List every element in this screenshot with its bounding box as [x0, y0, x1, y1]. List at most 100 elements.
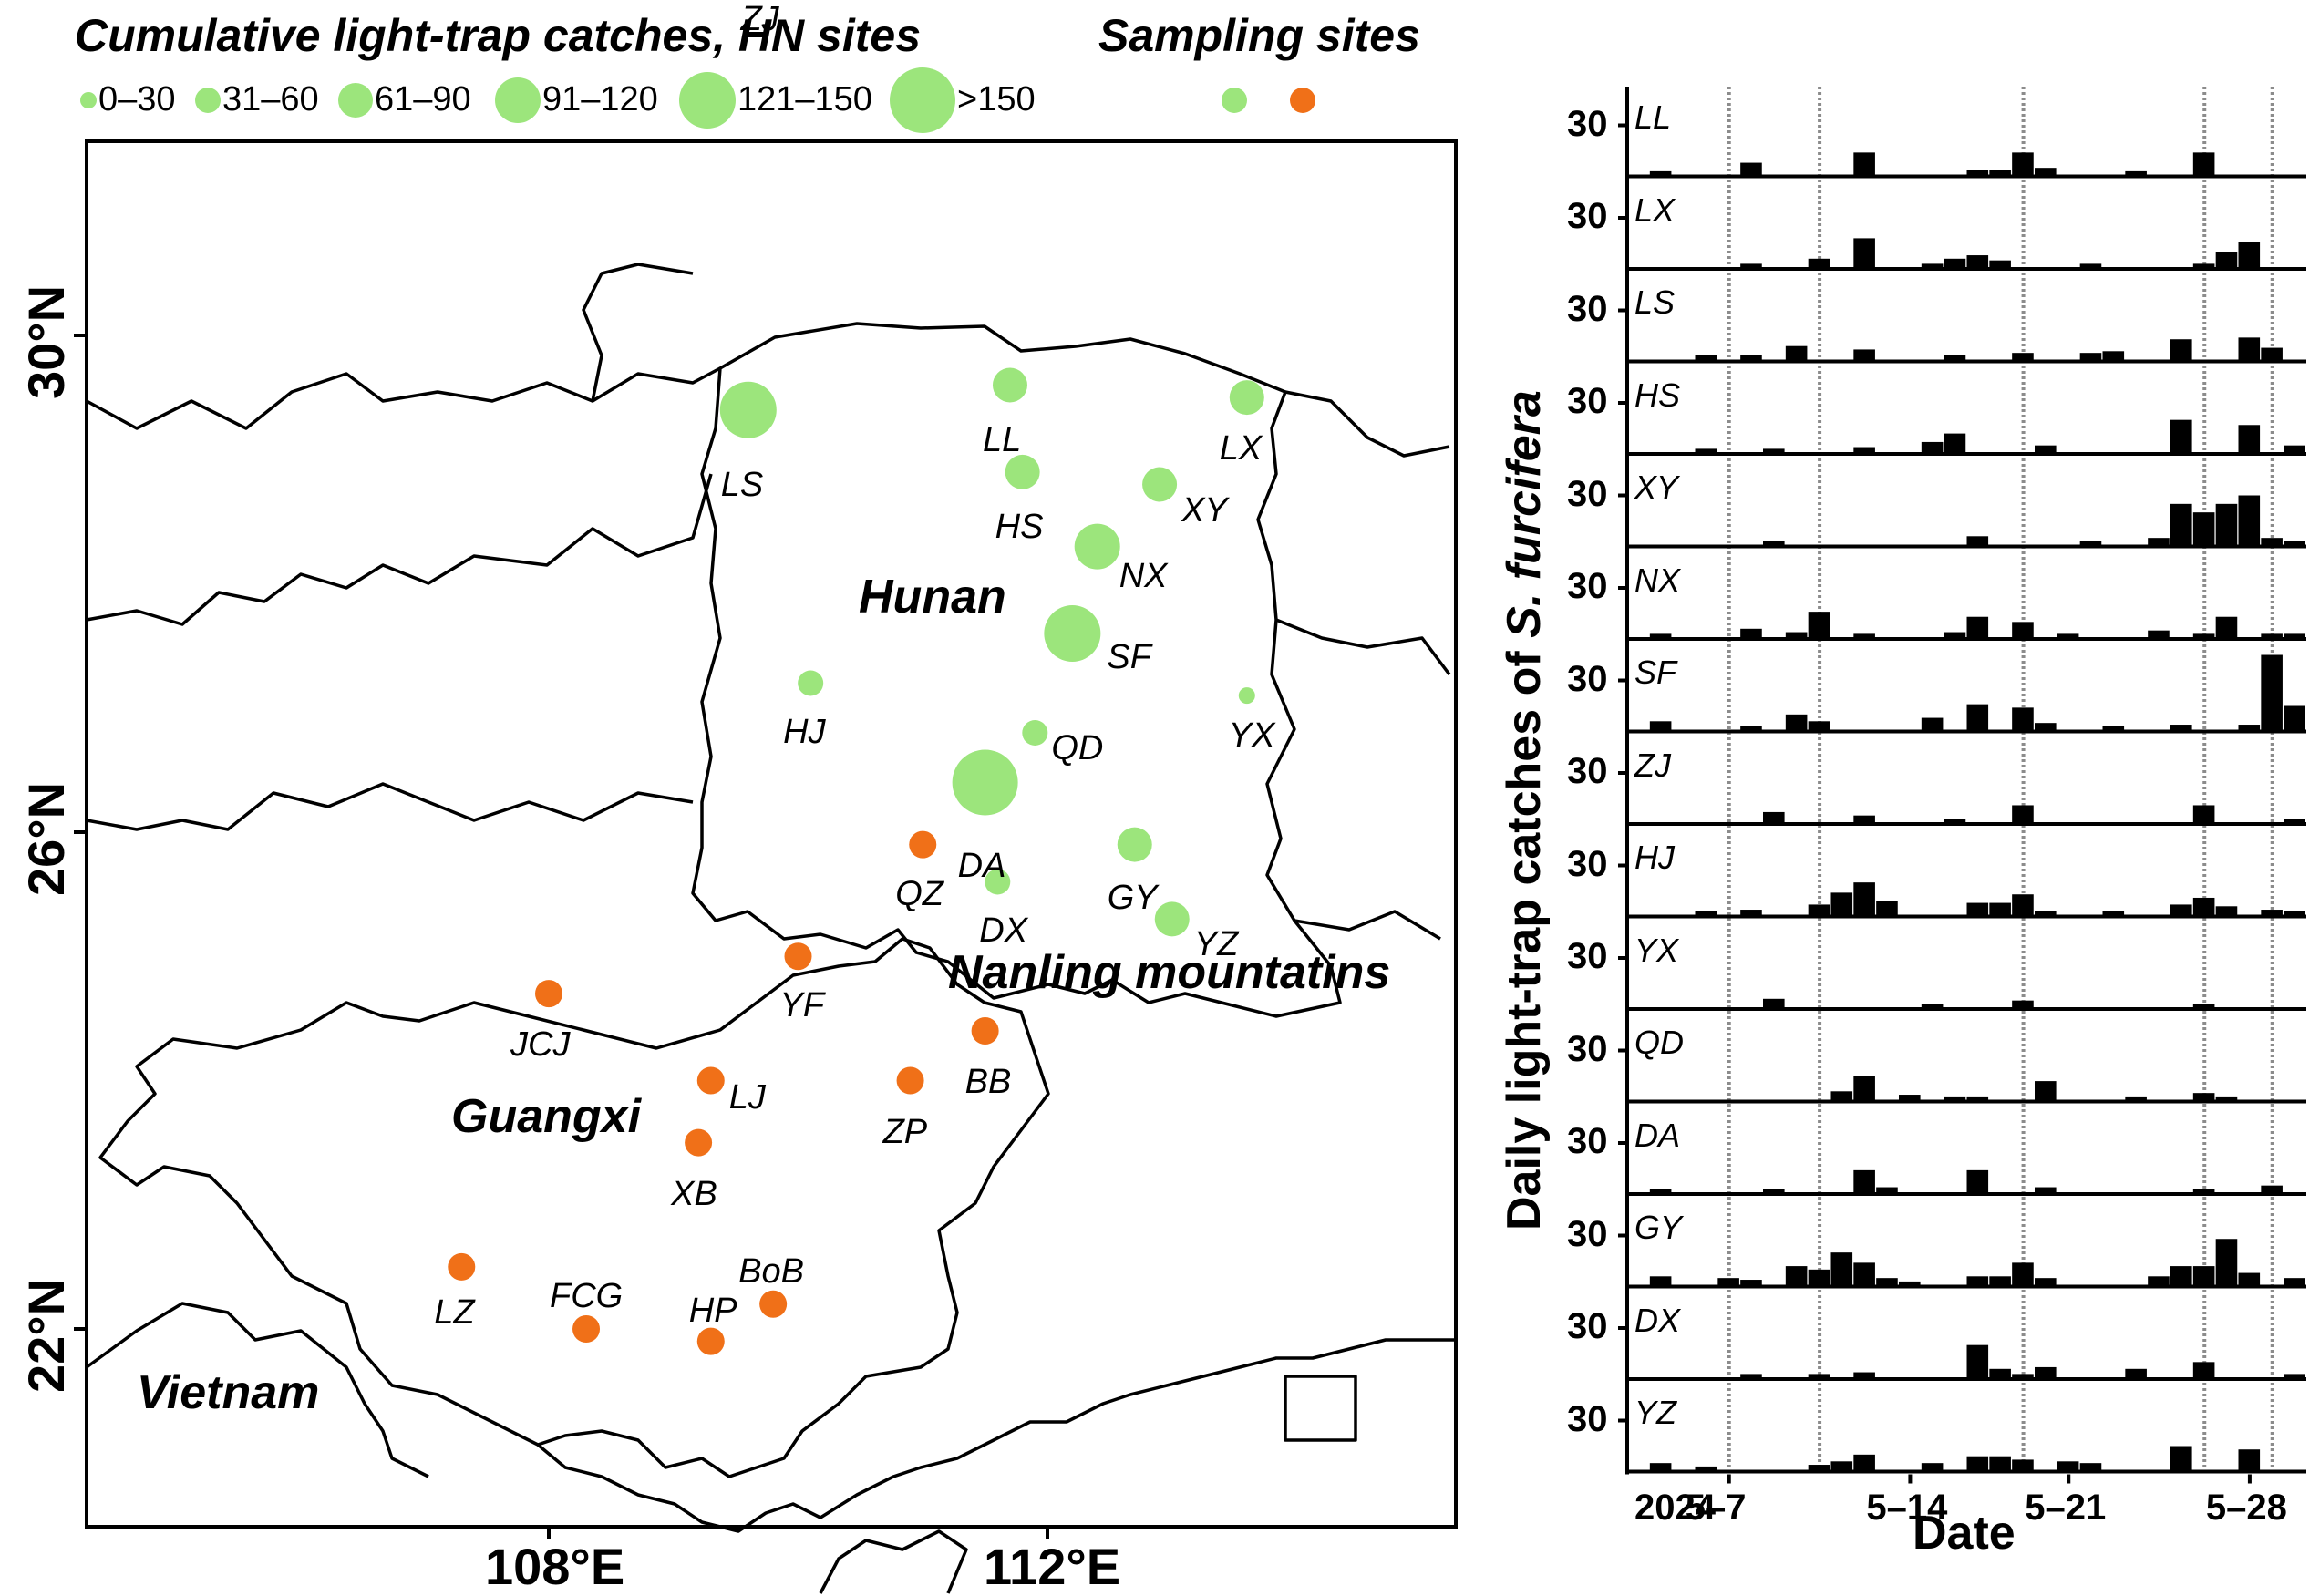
- bar-sf-5-15: [1921, 717, 1944, 732]
- bar-hs-5-5: [1695, 448, 1717, 454]
- bar-sf-5-10: [1808, 721, 1830, 732]
- bar-sf-5-9: [1785, 714, 1808, 732]
- bar-ls-5-19: [2012, 353, 2034, 362]
- site-marker-bob[interactable]: [759, 1290, 788, 1318]
- date-tick-label: 5–7: [1685, 1487, 1747, 1528]
- panel-ytick-label: 30: [1567, 381, 1608, 421]
- panel-ytick-label: 30: [1567, 1213, 1608, 1254]
- site-label-zj: ZJ: [740, 0, 779, 38]
- site-label-ll: LL: [982, 420, 1022, 459]
- region-label-vietnam: Vietnam: [137, 1366, 320, 1419]
- bar-sf-5-3: [1649, 721, 1672, 732]
- panel-ytick-label: 30: [1567, 751, 1608, 791]
- bar-yz-5-17: [1966, 1456, 1989, 1472]
- bar-lx-5-22: [2079, 263, 2102, 269]
- site-marker-qd[interactable]: [1022, 720, 1048, 746]
- site-label-yf: YF: [779, 986, 825, 1025]
- bar-xy-5-25: [2148, 538, 2170, 547]
- north-boundary: [86, 263, 721, 430]
- site-marker-gy[interactable]: [1117, 827, 1152, 862]
- bar-dx-5-24: [2125, 1368, 2147, 1379]
- site-marker-qz[interactable]: [909, 830, 937, 859]
- bar-gy-5-9: [1785, 1266, 1808, 1287]
- bar-sf-5-23: [2102, 726, 2125, 732]
- panel-ytick-label: 30: [1567, 1028, 1608, 1069]
- bar-dx-5-31: [2284, 1374, 2305, 1379]
- bar-qd-5-24: [2125, 1096, 2147, 1102]
- bar-hs-5-12: [1853, 447, 1875, 454]
- site-marker-nx[interactable]: [1074, 523, 1120, 570]
- panel-ytick-label: 30: [1567, 936, 1608, 976]
- legend-size-symbol: [495, 77, 541, 123]
- site-marker-yf[interactable]: [784, 942, 812, 971]
- panel-ytick-label: 30: [1567, 843, 1608, 884]
- site-marker-jcj[interactable]: [535, 980, 562, 1008]
- bar-nx-5-31: [2284, 633, 2305, 639]
- site-marker-sf[interactable]: [1044, 605, 1101, 662]
- site-marker-lx[interactable]: [1229, 380, 1264, 416]
- site-marker-xb[interactable]: [685, 1128, 713, 1157]
- panel-label-hj: HJ: [1634, 839, 1675, 876]
- bar-nx-5-21: [2057, 633, 2079, 639]
- site-marker-yz[interactable]: [1154, 901, 1190, 937]
- site-marker-lz[interactable]: [448, 1252, 476, 1281]
- bar-hj-5-13: [1876, 901, 1898, 917]
- site-marker-da[interactable]: [952, 749, 1018, 816]
- chart-xlabel: Date: [1913, 1507, 2016, 1560]
- bar-zj-5-12: [1853, 815, 1875, 824]
- bar-lx-5-16: [1944, 258, 1966, 269]
- panel-yx: [1618, 956, 2306, 1011]
- site-label-yz: YZ: [1193, 925, 1239, 964]
- site-marker-hj[interactable]: [798, 670, 824, 696]
- bar-yz-5-19: [2012, 1459, 2034, 1472]
- panel-ytick-label: 30: [1567, 566, 1608, 606]
- bar-lx-5-28: [2215, 252, 2238, 269]
- site-marker-yx[interactable]: [1238, 687, 1255, 705]
- bar-gy-5-11: [1830, 1252, 1853, 1287]
- bar-da-5-27: [2192, 1189, 2215, 1194]
- legend-gx-site-symbol: [1290, 88, 1315, 113]
- bar-gy-5-26: [2170, 1266, 2192, 1287]
- bar-sf-5-31: [2284, 705, 2305, 732]
- panel-label-hs: HS: [1634, 376, 1681, 414]
- legend-size-label: 91–120: [542, 80, 658, 118]
- site-marker-ls[interactable]: [719, 381, 777, 438]
- panel-ytick-label: 30: [1567, 1306, 1608, 1346]
- bar-ll-5-18: [1989, 170, 2011, 177]
- panel-da: [1618, 1141, 2306, 1196]
- bar-yz-5-10: [1808, 1465, 1830, 1472]
- bar-qd-5-14: [1899, 1095, 1921, 1102]
- site-marker-lj[interactable]: [696, 1066, 725, 1095]
- site-label-xb: XB: [671, 1174, 717, 1213]
- site-label-sf: SF: [1107, 638, 1151, 676]
- site-marker-bb[interactable]: [971, 1017, 999, 1045]
- bar-hj-5-18: [1989, 902, 2011, 917]
- panel-ytick-label: 30: [1567, 658, 1608, 699]
- site-marker-ll[interactable]: [992, 367, 1027, 403]
- site-marker-dx[interactable]: [985, 869, 1011, 895]
- region-label-nanling: Nanling mountatins: [948, 946, 1391, 999]
- bar-ll-5-19: [2012, 152, 2034, 177]
- bar-ls-5-26: [2170, 339, 2192, 362]
- site-label-yx: YX: [1228, 716, 1275, 756]
- panel-ytick-label: 30: [1567, 1121, 1608, 1161]
- bar-ll-5-17: [1966, 170, 1989, 177]
- bar-nx-5-27: [2192, 633, 2215, 639]
- bar-xy-5-27: [2192, 512, 2215, 547]
- site-label-hj: HJ: [783, 712, 826, 751]
- site-label-lx: LX: [1219, 429, 1263, 469]
- site-marker-fcg[interactable]: [572, 1315, 601, 1343]
- bar-hj-5-11: [1830, 892, 1853, 917]
- site-marker-hp[interactable]: [696, 1327, 725, 1355]
- bar-hs-5-15: [1921, 441, 1944, 454]
- site-marker-xy[interactable]: [1142, 467, 1178, 502]
- bar-xy-5-30: [2261, 538, 2283, 547]
- site-label-ls: LS: [720, 465, 764, 504]
- bar-xy-5-22: [2079, 541, 2102, 547]
- legend-hn-site-symbol: [1222, 88, 1247, 113]
- site-marker-zp[interactable]: [896, 1066, 924, 1095]
- bar-hj-5-20: [2035, 911, 2057, 917]
- site-marker-hs[interactable]: [1005, 454, 1040, 489]
- panel-ytick-label: 30: [1567, 103, 1608, 144]
- bar-dx-5-18: [1989, 1368, 2011, 1379]
